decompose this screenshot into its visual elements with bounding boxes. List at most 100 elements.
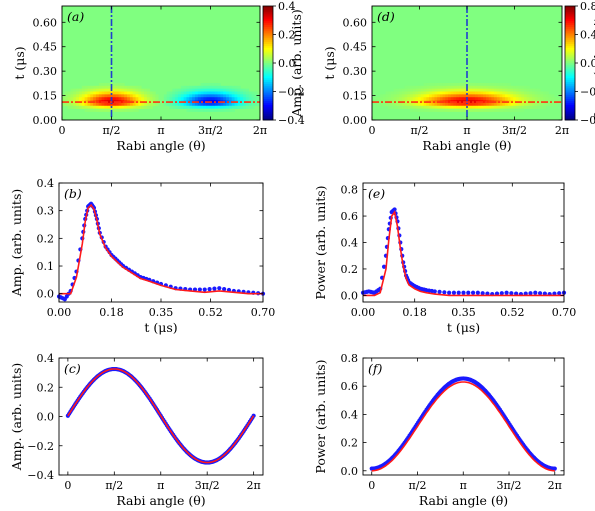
heatmap-cell (537, 105, 541, 109)
heatmap-cell (115, 85, 119, 90)
heatmap-cell (194, 85, 199, 90)
heatmap-cell (93, 91, 97, 95)
heatmap-cell (93, 108, 97, 112)
heatmap-cell (426, 105, 430, 109)
heatmap-cell (426, 85, 430, 90)
heatmap-cell (203, 105, 207, 109)
colorbar-cell (263, 44, 273, 47)
heatmap-cell (480, 94, 484, 98)
heatmap-cell (540, 91, 544, 95)
heatmap-cell (505, 102, 509, 107)
heatmap-cell (81, 105, 86, 109)
heatmap-cell (118, 85, 122, 90)
heatmap-cell (431, 91, 435, 95)
heatmap-cell (101, 88, 105, 92)
heatmap-cell (448, 108, 452, 112)
colorbar-cell (263, 72, 273, 75)
heatmap-cell (513, 91, 517, 95)
heatmap-cell (192, 94, 196, 98)
heatmap-cell (505, 108, 509, 112)
heatmap-cell (149, 102, 153, 107)
heatmap-cell (453, 91, 457, 95)
colorbar-cell (263, 68, 273, 72)
heatmap-cell (524, 97, 528, 101)
heatmap-cell (127, 105, 131, 109)
heatmap-cell (505, 91, 509, 95)
heatmap-cell (496, 85, 500, 90)
heatmap-cell (537, 102, 541, 107)
heatmap-cell (223, 88, 227, 92)
heatmap-cell (477, 105, 481, 109)
heatmap-cell (388, 102, 392, 107)
heatmap-cell (194, 102, 199, 107)
heatmap-cell (410, 108, 414, 112)
heatmap-cell (437, 102, 441, 107)
data-point (212, 286, 217, 291)
heatmap-cell (431, 105, 435, 109)
heatmap-cell (380, 97, 384, 101)
heatmap-cell (426, 91, 430, 95)
heatmap-cell (81, 94, 86, 98)
heatmap-cell (415, 105, 419, 109)
heatmap-cell (107, 91, 111, 95)
heatmap-cell (499, 102, 503, 107)
colorbar-tick-label: −0.2 (278, 86, 305, 99)
heatmap-cell (175, 97, 179, 101)
heatmap-cell (124, 94, 128, 98)
heatmap-cell (175, 102, 179, 107)
data-series-b (56, 201, 266, 302)
heatmap-cell (177, 91, 182, 95)
heatmap-cell (200, 91, 204, 95)
heatmap-cell (101, 91, 105, 95)
heatmap-cell (101, 102, 105, 107)
heatmap-cell (393, 88, 397, 92)
heatmap-cell (118, 108, 122, 112)
heatmap-cell (87, 97, 91, 101)
y-tick-label: 0.60 (343, 16, 368, 29)
heatmap-cell (483, 97, 487, 101)
heatmap-cell (163, 102, 168, 107)
heatmap-cell (87, 85, 91, 90)
heatmap-cell (507, 85, 511, 90)
heatmap-cell (472, 108, 476, 112)
heatmap-cell (448, 100, 452, 104)
heatmap-cell (461, 94, 465, 98)
heatmap-cell (404, 100, 408, 104)
colorbar-cell (565, 66, 575, 70)
heatmap-cell (245, 105, 250, 109)
heatmap-cell (391, 91, 395, 95)
y-axis-label: Amp. (arb. units) (9, 189, 24, 298)
heatmap-cell (469, 94, 473, 98)
colorbar-cell (565, 102, 575, 106)
heatmap-cell (180, 94, 185, 98)
heatmap-cell (407, 102, 411, 107)
heatmap-cell (404, 85, 408, 90)
heatmap-cell (84, 94, 88, 98)
heatmap-cell (483, 108, 487, 112)
heatmap-cell (132, 102, 136, 107)
y-tick-label: 0.2 (37, 381, 55, 394)
colorbar-cell (565, 13, 575, 16)
heatmap-cell (415, 102, 419, 107)
heatmap-cell (132, 91, 136, 95)
heatmap-cell (237, 91, 241, 95)
heatmap-cell (453, 85, 457, 90)
heatmap-cell (124, 91, 128, 95)
heatmap-cell (95, 91, 100, 95)
heatmap-cell (494, 102, 498, 107)
heatmap-cell (499, 82, 503, 87)
heatmap-cell (537, 100, 541, 104)
heatmap-cell (534, 91, 538, 95)
heatmap-cell (90, 91, 94, 95)
heatmap-cell (81, 88, 86, 92)
heatmap-cell (456, 91, 460, 95)
heatmap-cell (163, 97, 168, 101)
heatmap-cell (502, 88, 506, 92)
heatmap-cell (62, 102, 66, 107)
heatmap-cell (62, 97, 66, 101)
colorbar-tick-label: −0.8 (580, 114, 595, 127)
heatmap-cell (132, 108, 136, 112)
x-tick-label: 0 (368, 479, 375, 492)
colorbar-cell (263, 55, 273, 58)
colorbar-cell (565, 112, 575, 115)
